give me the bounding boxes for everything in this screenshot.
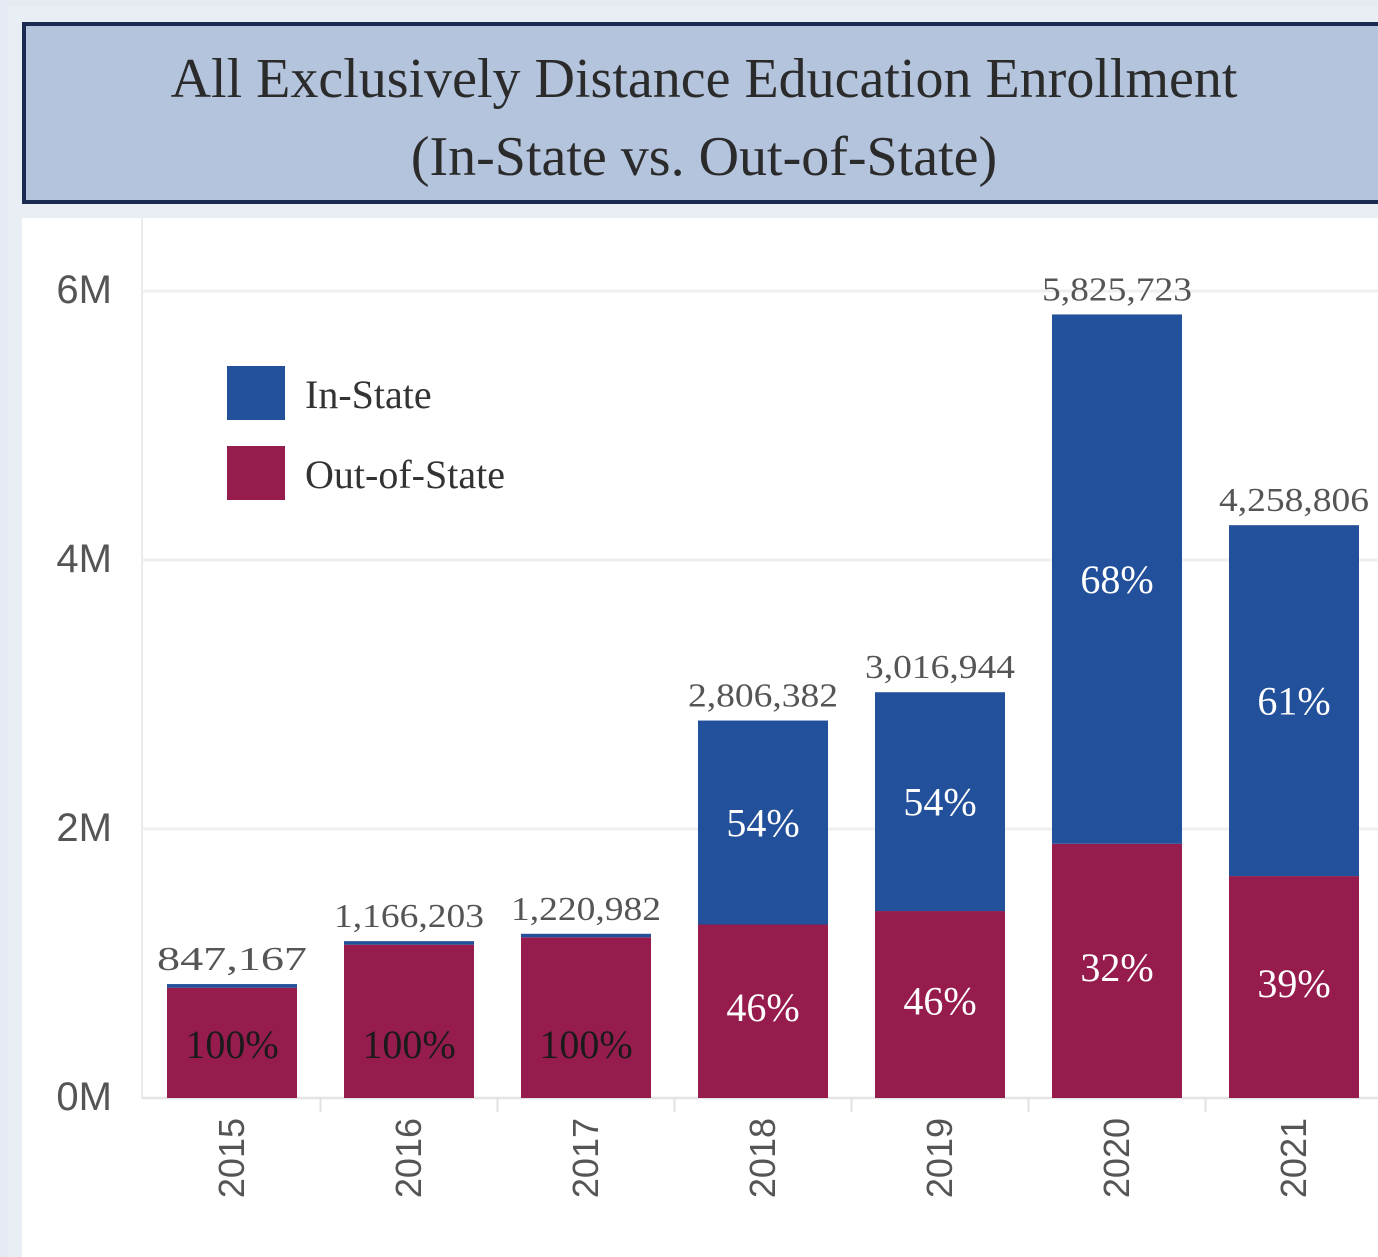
title-line-1: All Exclusively Distance Education Enrol… — [170, 48, 1238, 110]
y-tick-6M: 6M — [56, 268, 112, 312]
legend-label-in-state: In-State — [305, 372, 432, 417]
x-tick-2020: 2020 — [1096, 1118, 1137, 1198]
legend-swatch-in-state — [227, 366, 285, 420]
bar-out-of-state-2021 — [1229, 876, 1359, 1098]
pct-label-in-state-2019: 54% — [903, 780, 976, 825]
total-label-2017: 1,220,982 — [511, 891, 661, 928]
x-tick-2016: 2016 — [388, 1118, 429, 1198]
bar-out-of-state-2017 — [521, 937, 651, 1098]
legend: In-State Out-of-State — [227, 366, 505, 500]
y-tick-0M: 0M — [56, 1075, 112, 1119]
pct-label-out-of-state-2018: 46% — [726, 985, 799, 1030]
pct-label-out-of-state-2019: 46% — [903, 979, 976, 1024]
bar-out-of-state-2018 — [698, 924, 828, 1098]
bar-chart: 0M 2M 4M 6M 847,167 100% 1,166,203 100% 1,220,9… — [56, 218, 1378, 1198]
total-label-2019: 3,016,944 — [865, 649, 1015, 686]
pct-label-in-state-2020: 68% — [1080, 557, 1153, 602]
y-axis-ticks: 0M 2M 4M 6M — [56, 268, 112, 1119]
total-label-2016: 1,166,203 — [334, 898, 484, 935]
total-label-2020: 5,825,723 — [1042, 271, 1192, 308]
bar-out-of-state-2020 — [1052, 843, 1182, 1098]
x-tick-2021: 2021 — [1273, 1118, 1314, 1198]
bar-in-state-2019 — [875, 692, 1005, 912]
x-tick-2017: 2017 — [565, 1118, 606, 1198]
bar-in-state-2020 — [1052, 314, 1182, 844]
bar-in-state-2021 — [1229, 525, 1359, 877]
y-tick-4M: 4M — [56, 537, 112, 581]
pct-label-out-of-state-2016: 100% — [362, 1022, 455, 1067]
pct-label-out-of-state-2020: 32% — [1080, 945, 1153, 990]
pct-label-in-state-2018: 54% — [726, 801, 799, 846]
plot-area: 0M 2M 4M 6M 847,167 100% 1,166,203 100% 1,220,9… — [22, 218, 1378, 1257]
bar-in-state-2016 — [344, 941, 474, 945]
total-label-2021: 4,258,806 — [1219, 482, 1369, 519]
legend-label-out-of-state: Out-of-State — [305, 452, 505, 497]
bar-out-of-state-2019 — [875, 911, 1005, 1098]
bar-in-state-2017 — [521, 933, 651, 938]
y-tick-2M: 2M — [56, 806, 112, 850]
pct-label-out-of-state-2021: 39% — [1257, 961, 1330, 1006]
bar-in-state-2018 — [698, 720, 828, 925]
pct-label-out-of-state-2017: 100% — [539, 1022, 632, 1067]
x-tick-2019: 2019 — [919, 1118, 960, 1198]
x-tick-2015: 2015 — [211, 1118, 252, 1198]
pct-label-out-of-state-2015: 100% — [185, 1022, 278, 1067]
legend-swatch-out-of-state — [227, 446, 285, 500]
title-line-2: (In-State vs. Out-of-State) — [410, 126, 998, 188]
total-label-2015: 847,167 — [157, 941, 307, 978]
x-axis-ticks: 2015 2016 2017 2018 2019 2020 2021 — [211, 1118, 1314, 1198]
bar-in-state-2015 — [167, 984, 297, 988]
pct-label-in-state-2021: 61% — [1257, 679, 1330, 724]
bar-out-of-state-2015 — [167, 987, 297, 1098]
bar-out-of-state-2016 — [344, 944, 474, 1098]
bars — [167, 314, 1359, 1098]
x-tick-2018: 2018 — [742, 1118, 783, 1198]
data-labels: 847,167 100% 1,166,203 100% 1,220,982 100% 2,8… — [157, 271, 1369, 1067]
total-label-2018: 2,806,382 — [688, 678, 838, 715]
chart-title: All Exclusively Distance Education Enrol… — [22, 22, 1378, 204]
